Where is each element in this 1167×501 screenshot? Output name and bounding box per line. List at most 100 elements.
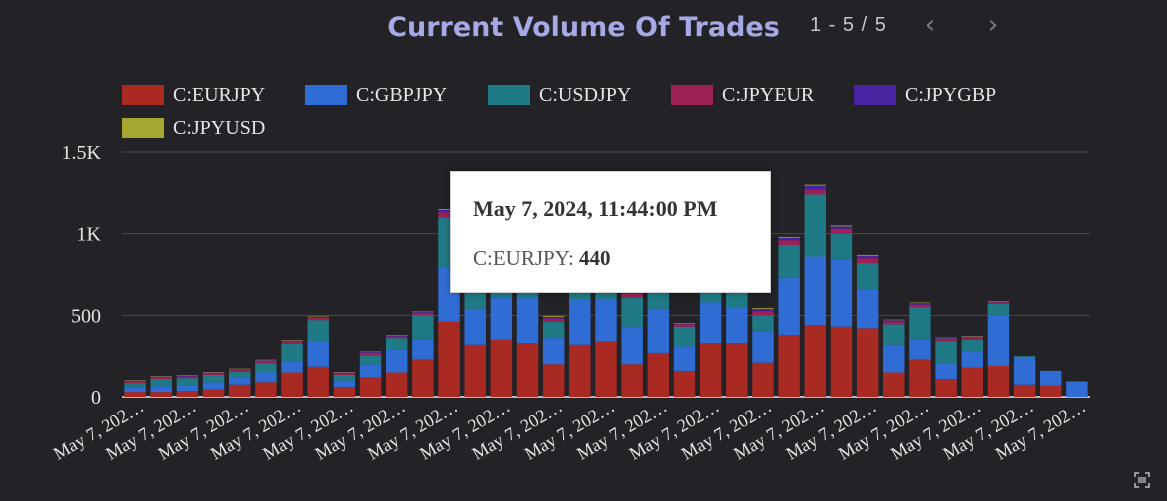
bar-segment[interactable] [150,376,172,378]
bar-segment[interactable] [647,308,670,353]
bar-segment[interactable] [804,185,827,190]
bar-segment[interactable] [281,361,303,373]
bar-segment[interactable] [176,375,199,377]
bar-segment[interactable] [752,331,774,363]
bar-segment[interactable] [987,365,1010,397]
bar-segment[interactable] [490,339,513,397]
bar-segment[interactable] [150,386,172,393]
bar-segment[interactable] [987,315,1010,366]
bar-segment[interactable] [987,302,1010,304]
bar-segment[interactable] [778,237,800,241]
bar-segment[interactable] [229,370,251,372]
bar-segment[interactable] [124,381,146,384]
bar-segment[interactable] [752,307,774,309]
bar-segment[interactable] [1013,356,1036,357]
bar-segment[interactable] [124,380,146,382]
bar-segment[interactable] [385,336,408,339]
bar-segment[interactable] [778,334,800,397]
bar-segment[interactable] [804,189,827,195]
bar-segment[interactable] [673,346,696,371]
bar-segment[interactable] [856,255,879,259]
bar-segment[interactable] [987,301,1010,303]
bar-segment[interactable] [621,293,643,298]
bar-segment[interactable] [438,209,460,213]
bar-segment[interactable] [542,364,565,397]
legend-item[interactable]: C:JPYUSD [122,117,265,139]
bar-segment[interactable] [150,392,172,397]
bar-segment[interactable] [1040,385,1062,397]
bar-segment[interactable] [935,338,957,340]
bar-segment[interactable] [569,299,591,345]
bar-segment[interactable] [1040,370,1062,386]
bar-segment[interactable] [412,315,434,340]
bar-segment[interactable] [595,341,617,397]
bar-segment[interactable] [176,378,199,386]
bar-segment[interactable] [778,245,800,278]
bar-segment[interactable] [385,338,408,350]
legend-item[interactable]: C:USDJPY [488,84,631,106]
bar-segment[interactable] [202,372,225,374]
bar-segment[interactable] [883,344,905,373]
bar-segment[interactable] [359,355,382,365]
bar-segment[interactable] [359,352,382,353]
bar-segment[interactable] [778,236,800,238]
bar-segment[interactable] [385,335,408,337]
bar-segment[interactable] [726,343,748,397]
bar-segment[interactable] [255,363,277,373]
bar-segment[interactable] [542,316,565,317]
bar-segment[interactable] [830,225,853,227]
bar-segment[interactable] [883,320,905,322]
bar-segment[interactable] [673,324,696,327]
bar-segment[interactable] [569,344,591,397]
bar-segment[interactable] [935,339,957,342]
bar-segment[interactable] [1013,384,1036,397]
bar-segment[interactable] [935,379,957,397]
bar-segment[interactable] [804,184,827,186]
bar-segment[interactable] [961,351,983,368]
bar-segment[interactable] [804,325,827,397]
bar-segment[interactable] [804,256,827,326]
bar-segment[interactable] [124,383,146,388]
bar-segment[interactable] [412,312,434,316]
bar-segment[interactable] [438,209,460,210]
bar-segment[interactable] [464,308,486,345]
bar-segment[interactable] [359,377,382,397]
bar-segment[interactable] [830,226,853,229]
bar-segment[interactable] [830,326,853,397]
bar-segment[interactable] [856,289,879,329]
bar-segment[interactable] [516,343,539,397]
bar-segment[interactable] [673,326,696,347]
bar-segment[interactable] [255,382,277,397]
bar-segment[interactable] [752,315,774,332]
bar-segment[interactable] [1066,381,1088,397]
bar-segment[interactable] [333,380,356,388]
bar-segment[interactable] [412,339,434,360]
bar-segment[interactable] [307,320,329,342]
bar-segment[interactable] [542,321,565,339]
bar-segment[interactable] [856,258,879,264]
prev-page-button[interactable]: ‹ [915,10,945,40]
bar-segment[interactable] [124,392,146,397]
legend-item[interactable]: C:GBPJPY [305,84,447,106]
bar-segment[interactable] [961,339,983,352]
bar-segment[interactable] [856,263,879,290]
bar-segment[interactable] [150,379,172,387]
bar-segment[interactable] [542,316,565,319]
bar-segment[interactable] [830,233,853,260]
bar-segment[interactable] [726,307,748,344]
bar-segment[interactable] [647,352,670,397]
bar-segment[interactable] [909,339,931,360]
bar-segment[interactable] [281,340,303,342]
bar-segment[interactable] [961,336,983,338]
bar-segment[interactable] [333,372,356,374]
bar-segment[interactable] [909,303,931,305]
bar-segment[interactable] [150,377,172,380]
bar-segment[interactable] [438,212,460,218]
bar-segment[interactable] [909,304,931,308]
bar-segment[interactable] [255,361,277,364]
bar-segment[interactable] [752,308,774,312]
bar-segment[interactable] [229,369,251,371]
bar-segment[interactable] [883,321,905,325]
bar-segment[interactable] [202,374,225,383]
legend-item[interactable]: C:EURJPY [122,84,265,106]
